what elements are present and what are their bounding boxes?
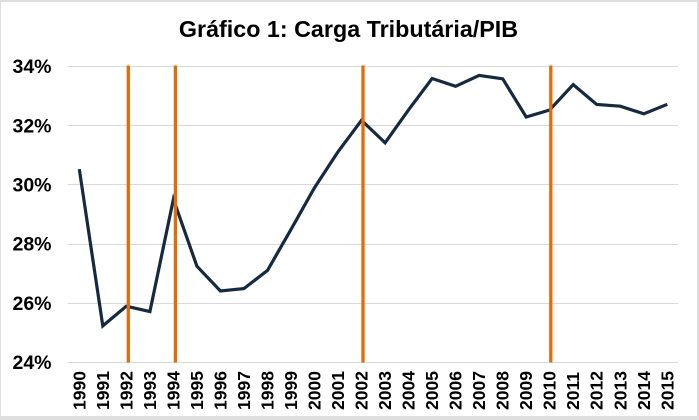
svg-text:2004: 2004 — [399, 371, 419, 410]
svg-text:2015: 2015 — [657, 371, 677, 410]
svg-text:1993: 1993 — [140, 371, 160, 410]
svg-text:2006: 2006 — [446, 371, 466, 410]
svg-text:30%: 30% — [12, 175, 51, 197]
svg-text:1994: 1994 — [163, 371, 183, 410]
svg-text:1998: 1998 — [258, 371, 278, 410]
svg-text:2002: 2002 — [352, 371, 372, 410]
svg-text:24%: 24% — [12, 352, 51, 374]
svg-text:28%: 28% — [12, 234, 51, 256]
svg-text:32%: 32% — [12, 115, 51, 137]
svg-text:1992: 1992 — [116, 371, 136, 410]
svg-text:1997: 1997 — [234, 371, 254, 410]
svg-text:1995: 1995 — [187, 371, 207, 410]
svg-text:2007: 2007 — [469, 371, 489, 410]
svg-text:2013: 2013 — [610, 371, 630, 410]
svg-text:1999: 1999 — [281, 371, 301, 410]
svg-text:2011: 2011 — [563, 372, 583, 410]
svg-text:2005: 2005 — [422, 371, 442, 410]
svg-text:2010: 2010 — [540, 371, 560, 410]
svg-text:2014: 2014 — [634, 371, 654, 410]
svg-text:26%: 26% — [12, 293, 51, 315]
svg-text:Gráfico 1: Carga Tributária/PI: Gráfico 1: Carga Tributária/PIB — [179, 16, 518, 42]
svg-text:1990: 1990 — [69, 371, 89, 410]
svg-text:34%: 34% — [12, 56, 51, 78]
svg-text:2012: 2012 — [587, 371, 607, 410]
svg-text:1991: 1991 — [93, 371, 113, 410]
svg-text:2008: 2008 — [493, 371, 513, 410]
svg-text:2000: 2000 — [305, 371, 325, 410]
svg-text:2003: 2003 — [375, 371, 395, 410]
svg-text:2001: 2001 — [328, 371, 348, 410]
svg-text:2009: 2009 — [516, 371, 536, 410]
svg-text:1996: 1996 — [210, 371, 230, 410]
